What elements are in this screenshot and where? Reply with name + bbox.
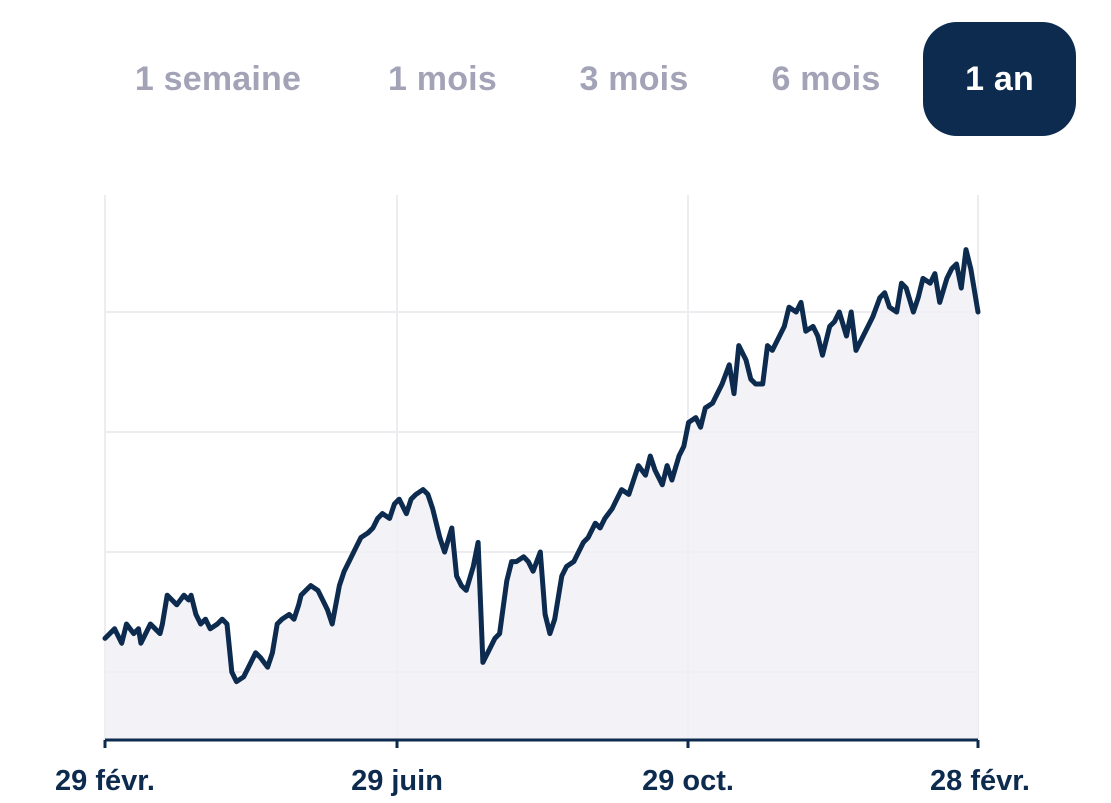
time-range-selector: 1 semaine 1 mois 3 mois 6 mois 1 an [0, 0, 1111, 160]
tab-1-month[interactable]: 1 mois [388, 59, 497, 98]
tab-1-week[interactable]: 1 semaine [134, 59, 302, 98]
tab-3-months[interactable]: 3 mois [579, 59, 689, 98]
price-area-fill [105, 249, 978, 740]
x-axis-ticks: 29 févr. 29 juin 29 oct. 28 févr. [55, 740, 1030, 797]
price-line[interactable] [102, 247, 981, 685]
x-tick-label-2: 29 oct. [642, 765, 734, 797]
x-tick-label-1: 29 juin [351, 765, 443, 797]
tab-6-months[interactable]: 6 mois [771, 59, 881, 98]
tab-1-year[interactable]: 1 an [923, 22, 1076, 136]
price-chart-svg: 29 févr. 29 juin 29 oct. 28 févr. [55, 195, 1030, 797]
x-tick-label-3: 28 févr. [930, 765, 1030, 797]
price-chart: 29 févr. 29 juin 29 oct. 28 févr. [0, 160, 1111, 803]
x-tick-label-0: 29 févr. [55, 765, 155, 797]
